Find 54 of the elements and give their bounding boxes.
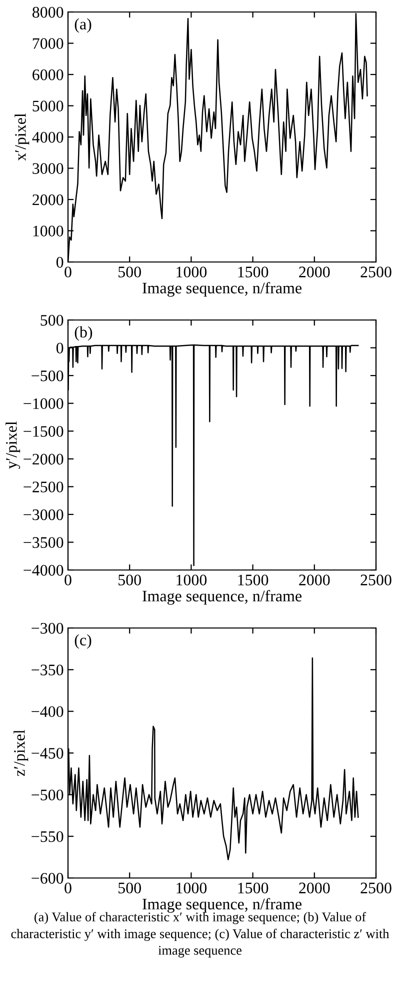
x-tick-label: 2500 — [360, 574, 392, 586]
y-axis-title: z′/pixel — [14, 730, 28, 776]
y-tick-label: −1500 — [24, 426, 64, 437]
y-tick-label: −350 — [32, 664, 64, 676]
x-tick-label: 1500 — [238, 882, 268, 894]
x-tick-label: 0 — [64, 574, 72, 586]
y-tick-label: −4000 — [24, 564, 64, 576]
y-tick-label: −2500 — [24, 482, 64, 492]
y-tick-label: 500 — [40, 314, 64, 326]
y-tick-label: 6000 — [32, 69, 64, 80]
y-tick-label: 3000 — [32, 163, 64, 174]
x-tick-label: 2500 — [360, 882, 392, 894]
x-axis-title: Image sequence, n/frame — [142, 590, 302, 605]
y-tick-label: 7000 — [32, 38, 64, 49]
x-tick-label: 2000 — [299, 266, 330, 278]
y-tick-label: −1000 — [24, 398, 64, 410]
x-tick-label: 1500 — [238, 574, 268, 586]
chart-title: (b) — [74, 326, 92, 341]
x-tick-label: 0 — [64, 266, 72, 278]
x-tick-label: 500 — [118, 266, 141, 278]
y-tick-label: 5000 — [32, 100, 64, 112]
x-tick-label: 2000 — [299, 574, 330, 586]
y-tick-label: −400 — [32, 706, 64, 718]
chart-title: (a) — [74, 18, 92, 33]
text: (a) Value of characteristic x′ with image sequence; (b) Value of characteristic y′ with image sequence; (c) Value of characteristic z′ with image sequence — [11, 912, 390, 958]
y-tick-label: 0 — [56, 256, 64, 268]
y-tick-label: 4000 — [32, 132, 64, 143]
y-tick-label: −3000 — [24, 509, 64, 520]
y-tick-label: −450 — [32, 748, 64, 759]
x-axis-title: Image sequence, n/frame — [142, 282, 302, 297]
chart-title: (c) — [74, 634, 92, 649]
y-tick-label: 8000 — [32, 6, 64, 18]
x-tick-label: 1000 — [176, 882, 207, 894]
y-tick-label: −500 — [32, 370, 64, 382]
x-tick-label: 0 — [64, 882, 72, 894]
x-tick-label: 500 — [118, 574, 141, 586]
y-tick-label: −550 — [32, 831, 64, 842]
y-tick-label: −3500 — [24, 537, 64, 548]
y-tick-label: −500 — [32, 790, 64, 800]
y-tick-label: −2000 — [24, 454, 64, 465]
x-axis-title: Image sequence, n/frame — [142, 898, 302, 913]
x-tick-label: 2500 — [360, 266, 392, 278]
y-axis-title: y′/pixel — [6, 421, 20, 469]
y-tick-label: 1000 — [33, 226, 64, 236]
x-tick-label: 2000 — [299, 882, 330, 894]
x-tick-label: 1000 — [176, 266, 207, 278]
y-tick-label: −600 — [32, 872, 64, 884]
x-tick-label: 500 — [118, 882, 141, 894]
x-tick-label: 1000 — [176, 574, 207, 586]
y-tick-label: −300 — [32, 622, 64, 634]
y-tick-label: 0 — [56, 342, 64, 354]
y-tick-label: 2000 — [32, 194, 64, 206]
y-axis-title: x′/pixel — [14, 113, 30, 161]
x-tick-label: 1500 — [238, 266, 268, 278]
